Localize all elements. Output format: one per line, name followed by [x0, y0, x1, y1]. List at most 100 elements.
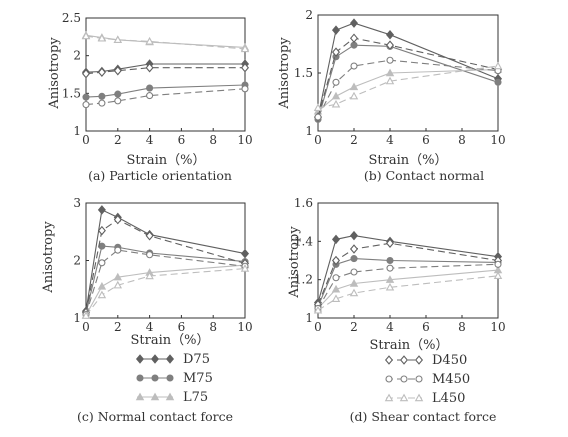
- series-line-l75-d: [317, 269, 499, 309]
- series-line-m450-c: [85, 249, 246, 315]
- data-point-m450-b: [350, 62, 358, 70]
- x-tick-label-b: 6: [422, 133, 430, 147]
- series-line-m75-b: [317, 44, 499, 120]
- y-tick-label-c: 2: [73, 254, 81, 268]
- data-point-d75-c: [240, 248, 250, 259]
- x-tick-label-a: 2: [114, 133, 122, 147]
- series-line-d450-b: [317, 37, 499, 118]
- y-tick-label-b: 2: [305, 8, 313, 22]
- x-tick-label-d: 4: [386, 320, 394, 334]
- data-point-l75-d: [349, 279, 359, 287]
- legend-label-m75: M75: [183, 371, 213, 386]
- x-tick-label-c: 8: [209, 320, 217, 334]
- legend-marker-d450: [414, 355, 424, 365]
- y-tick-label-a: 1.5: [62, 86, 81, 100]
- x-tick-label-b: 4: [386, 133, 394, 147]
- panel-d: 0 2 4 6 8 10 1 1.2 1.4 1.6 Anisotropy Strain（%） (…: [287, 196, 506, 424]
- data-point-d450-b: [385, 40, 395, 50]
- legend-marker-m450: [415, 375, 423, 383]
- plot-area-b: 0 2 4 6 8 10 1 1.5 2: [294, 8, 506, 147]
- series-line-l450-d: [317, 275, 499, 311]
- legend-marker-d450: [399, 355, 409, 365]
- series-line-l450-a: [85, 35, 246, 50]
- y-tick-label-c: 1: [73, 311, 81, 325]
- x-tick-label-c: 0: [82, 320, 90, 334]
- data-point-d450-a: [97, 67, 106, 77]
- data-point-l450-d: [331, 294, 341, 303]
- legend-open: D450 M450 L450: [384, 353, 470, 406]
- data-point-d450-d: [349, 244, 359, 254]
- caption-b: (b) Contact normal: [364, 168, 484, 183]
- y-tick-label-d: 1: [305, 311, 313, 325]
- series-line-d450-c: [85, 219, 246, 313]
- legend-marker-l450: [414, 393, 424, 402]
- legend-marker-m75: [151, 374, 159, 382]
- data-point-m450-a: [241, 85, 249, 93]
- y-tick-label-d: 1.6: [294, 196, 313, 210]
- data-point-l450-c: [81, 311, 91, 319]
- x-tick-label-b: 2: [350, 133, 358, 147]
- data-point-d450-a: [145, 62, 154, 73]
- data-point-l450-a: [240, 44, 250, 53]
- data-point-m450-d: [386, 264, 394, 272]
- y-tick-label-d: 1.2: [294, 273, 313, 287]
- data-point-d450-a: [240, 62, 250, 73]
- data-point-d450-a: [81, 68, 91, 79]
- legend-marker-l450: [399, 393, 409, 402]
- xlabel-b: Strain（%）: [369, 153, 448, 168]
- caption-a: (a) Particle orientation: [88, 168, 232, 183]
- data-point-l450-a: [113, 35, 123, 44]
- data-point-m450-a: [114, 97, 122, 105]
- data-point-d450-b: [349, 33, 359, 43]
- data-point-l450-b: [385, 76, 395, 85]
- x-tick-label-a: 4: [146, 133, 154, 147]
- x-tick-label-d: 10: [490, 320, 505, 334]
- data-point-d75-b: [349, 18, 359, 28]
- legend-marker-l75: [165, 392, 175, 401]
- x-tick-label-a: 10: [237, 133, 252, 147]
- data-point-m75-d: [350, 255, 358, 263]
- data-point-m450-c: [98, 259, 106, 267]
- data-point-l75-c: [113, 272, 123, 281]
- data-point-d75-c: [97, 205, 106, 215]
- data-point-l450-a: [97, 33, 107, 42]
- panel-a: 0 2 4 6 8 10 1 1.5 2 2.5 Anisotropy Strain（%） (a)…: [47, 11, 253, 183]
- x-tick-label-a: 8: [209, 133, 217, 147]
- legend-label-m450: M450: [432, 372, 470, 387]
- xlabel-c: Strain（%）: [131, 333, 210, 348]
- x-tick-label-d: 8: [458, 320, 466, 334]
- data-point-m75-a: [114, 90, 122, 98]
- data-point-l450-b: [493, 61, 503, 70]
- data-point-d450-c: [113, 214, 122, 225]
- data-point-l450-b: [349, 91, 359, 100]
- data-point-m75-a: [82, 93, 90, 101]
- data-point-d75-b: [331, 25, 341, 35]
- data-point-m75-a: [98, 92, 106, 100]
- legend-label-d75: D75: [183, 352, 210, 367]
- data-point-m450-a: [98, 99, 106, 107]
- legend-marker-d75: [135, 354, 145, 364]
- legend-marker-d75: [150, 354, 160, 364]
- data-point-l75-c: [97, 281, 107, 290]
- caption-c: (c) Normal contact force: [77, 409, 233, 424]
- legend-filled: D75 M75 L75: [135, 352, 213, 405]
- legend-marker-l75: [150, 392, 160, 401]
- x-tick-label-b: 0: [314, 133, 322, 147]
- axes-frame-c: [85, 202, 246, 319]
- legend-marker-l75: [135, 392, 145, 401]
- legend-marker-m75: [166, 374, 174, 382]
- axes-frame-a: [85, 17, 246, 132]
- ylabel-a: Anisotropy: [47, 37, 62, 110]
- data-point-l450-d: [349, 288, 359, 297]
- data-point-l450-c: [97, 290, 107, 299]
- data-point-l450-a: [145, 36, 154, 45]
- x-tick-label-d: 6: [422, 320, 430, 334]
- series-line-m450-b: [317, 59, 499, 118]
- xlabel-d: Strain（%）: [370, 338, 449, 353]
- y-tick-label-b: 1.5: [294, 66, 313, 80]
- data-point-m75-a: [146, 84, 154, 92]
- legend-marker-m450: [400, 375, 408, 383]
- data-point-m450-b: [314, 113, 322, 121]
